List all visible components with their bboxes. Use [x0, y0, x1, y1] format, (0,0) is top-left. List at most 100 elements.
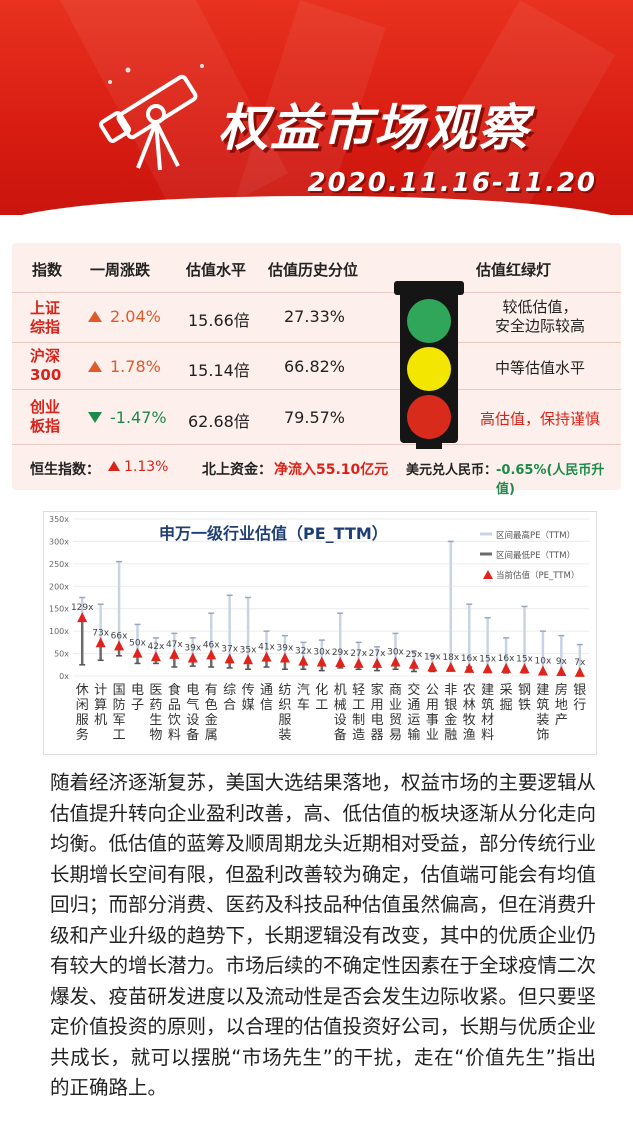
current-pe-marker	[132, 647, 143, 658]
current-pe-marker	[556, 665, 567, 676]
value-label: 35x	[240, 645, 257, 655]
hsi-change: 1.13%	[108, 459, 168, 475]
current-pe-marker	[390, 656, 401, 667]
telescope-icon	[98, 64, 204, 171]
x-tick-label: 地	[555, 698, 568, 713]
x-tick-label: 钢	[518, 683, 531, 698]
y-tick-label: 300x	[49, 537, 69, 546]
header-percentile: 估值历史分位	[268, 261, 359, 279]
x-tick-label: 品	[168, 698, 181, 713]
x-tick-label: 工	[315, 698, 328, 713]
x-tick-label: 国	[113, 683, 126, 698]
x-tick-label: 输	[407, 727, 420, 743]
x-tick-label: 易	[389, 728, 402, 743]
value-label: 42x	[148, 642, 165, 652]
x-tick-label: 料	[481, 728, 494, 743]
northbound-label: 北上资金：	[202, 462, 272, 478]
x-tick-label: 气	[186, 697, 199, 713]
value-label: 15x	[516, 654, 533, 664]
current-pe-marker	[169, 648, 180, 659]
x-tick-label: 备	[334, 727, 347, 743]
red-lamp	[407, 395, 451, 439]
value-label: 16x	[461, 654, 478, 664]
value-label: 66x	[111, 631, 128, 641]
x-tick-label: 建	[481, 683, 494, 698]
hsi-value: 1.13%	[124, 459, 169, 475]
x-tick-label: 渔	[463, 728, 476, 743]
chart-current-markers	[77, 612, 585, 677]
value-label: 9x	[556, 657, 568, 667]
current-pe-marker	[537, 665, 548, 676]
x-tick-label: 料	[168, 728, 181, 743]
x-tick-label: 机	[334, 683, 347, 698]
x-tick-label: 电	[186, 683, 199, 698]
pe-value: 15.14倍	[188, 361, 250, 380]
current-pe-marker	[77, 612, 88, 623]
index-name-line1: 上证	[30, 299, 61, 317]
signal-comment: 高估值，保持谨慎	[479, 410, 600, 428]
value-label: 27x	[369, 649, 386, 659]
index-name-line2: 300	[30, 366, 62, 384]
x-tick-label: 铁	[518, 698, 531, 713]
traffic-light-icon	[394, 281, 464, 449]
x-tick-label: 子	[131, 698, 144, 713]
table-header-row: 指数 一周涨跌 估值水平 估值历史分位 估值红绿灯	[12, 243, 621, 293]
header-index: 指数	[32, 261, 63, 279]
current-pe-marker	[501, 662, 512, 673]
x-tick-label: 传	[242, 683, 255, 698]
value-label: 10x	[535, 657, 552, 667]
x-tick-label: 饮	[168, 713, 181, 728]
value-label: 73x	[92, 628, 109, 638]
pe-value: 15.66倍	[188, 311, 250, 330]
x-tick-label: 家	[371, 682, 384, 698]
y-tick-label: 250x	[49, 560, 69, 569]
y-tick-label: 350x	[49, 515, 69, 524]
table-row: 沪深 300 1.78% 15.14倍 66.82% 中等估值水平	[12, 343, 621, 390]
chart-x-labels: 休闲服务计算机国防军工电子医药生物食品饮料电气设备有色金属综合传媒通信纺织服装汽…	[76, 682, 587, 743]
value-label: 41x	[258, 643, 275, 653]
x-tick-label: 防	[113, 697, 126, 713]
value-label: 30x	[387, 648, 404, 658]
x-tick-label: 工	[352, 698, 365, 713]
value-label: 15x	[479, 654, 496, 664]
current-pe-marker	[574, 666, 585, 677]
x-tick-label: 业	[426, 728, 439, 743]
x-tick-label: 交	[407, 682, 420, 698]
x-tick-label: 器	[371, 728, 384, 743]
value-label: 16x	[498, 654, 515, 664]
x-tick-label: 农	[463, 683, 476, 698]
current-pe-marker	[95, 637, 106, 648]
value-label: 39x	[184, 644, 201, 654]
x-tick-label: 色	[205, 697, 218, 713]
banner-wave	[0, 196, 633, 215]
x-tick-label: 通	[260, 683, 273, 698]
value-label: 50x	[129, 639, 146, 649]
current-pe-marker	[519, 663, 530, 674]
chart-grid	[73, 518, 589, 677]
x-tick-label: 装	[278, 728, 291, 743]
x-tick-label: 掘	[500, 698, 513, 713]
current-pe-marker	[316, 656, 327, 667]
current-pe-marker	[224, 653, 235, 664]
weekly-change: 1.78%	[88, 357, 161, 376]
x-tick-label: 织	[278, 698, 291, 713]
current-pe-marker	[261, 651, 272, 662]
current-pe-marker	[114, 640, 125, 651]
northbound-value: 净流入55.10亿元	[274, 462, 389, 478]
header-banner: 权益市场观察 2020.11.16-11.20	[0, 0, 633, 215]
x-tick-label: 计	[94, 683, 107, 698]
index-name: 沪深 300	[30, 347, 61, 385]
x-tick-label: 电	[131, 683, 144, 698]
x-tick-label: 行	[573, 698, 586, 713]
green-lamp	[407, 299, 451, 343]
legend-marker	[483, 570, 493, 579]
y-tick-label: 200x	[49, 582, 69, 591]
x-tick-label: 商	[389, 683, 402, 698]
table-row: 上证 综指 2.04% 15.66倍 27.33% 较低估值， 安全边际较高	[12, 293, 621, 343]
x-tick-label: 轻	[352, 683, 365, 698]
percentile-value: 66.82%	[284, 357, 346, 376]
index-name-line1: 沪深	[30, 347, 61, 365]
signal-comment: 中等估值水平	[494, 359, 585, 377]
